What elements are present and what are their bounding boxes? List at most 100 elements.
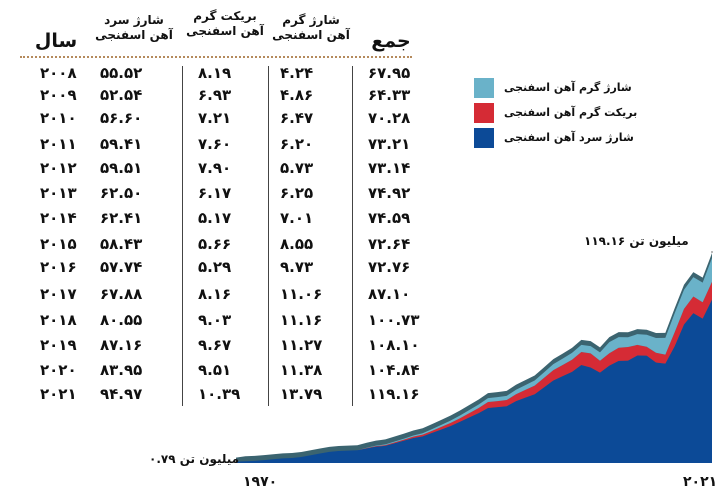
table-cell-cold: ۶۷.۸۸ [100, 285, 143, 303]
table-cell-year: ۲۰۱۸ [40, 311, 77, 329]
table-cell-briquette: ۶.۱۷ [198, 184, 232, 202]
table-cell-total: ۷۴.۵۹ [368, 209, 411, 227]
table-cell-hot: ۴.۸۶ [280, 86, 314, 104]
table-cell-cold: ۵۹.۵۱ [100, 159, 143, 177]
table-cell-briquette: ۹.۶۷ [198, 336, 232, 354]
table-cell-cold: ۸۷.۱۶ [100, 336, 143, 354]
table-cell-cold: ۶۲.۴۱ [100, 209, 143, 227]
table-cell-year: ۲۰۲۰ [40, 361, 77, 379]
table-cell-total: ۷۲.۷۶ [368, 258, 411, 276]
x-axis-start-label: ۱۹۷۰ [243, 474, 278, 490]
table-cell-total: ۱۰۰.۷۳ [368, 311, 420, 329]
legend-label-cold: شارژ سرد آهن اسفنجی [504, 131, 634, 144]
table-cell-hot: ۱۳.۷۹ [280, 385, 323, 403]
table-cell-briquette: ۱۰.۳۹ [198, 385, 241, 403]
header-divider [20, 56, 412, 58]
column-divider-3 [352, 66, 353, 406]
table-cell-total: ۱۰۸.۱۰ [368, 336, 420, 354]
table-cell-hot: ۴.۲۴ [280, 64, 314, 82]
table-cell-hot: ۹.۷۳ [280, 258, 314, 276]
table-cell-hot: ۷.۰۱ [280, 209, 314, 227]
header-briquette-line2: آهن اسفنجی [186, 24, 264, 38]
table-cell-total: ۸۷.۱۰ [368, 285, 411, 303]
start-value-annotation: ۰.۷۹ میلیون تن [149, 452, 240, 466]
table-cell-year: ۲۰۱۰ [40, 109, 77, 127]
table-cell-hot: ۱۱.۳۸ [280, 361, 323, 379]
table-cell-year: ۲۰۱۳ [40, 184, 77, 202]
column-divider-2 [268, 66, 269, 406]
table-cell-briquette: ۹.۰۳ [198, 311, 232, 329]
table-cell-total: ۷۳.۱۴ [368, 159, 411, 177]
table-cell-total: ۷۴.۹۲ [368, 184, 411, 202]
table-cell-briquette: ۷.۲۱ [198, 109, 232, 127]
table-cell-cold: ۵۷.۷۴ [100, 258, 143, 276]
legend-label-hot: شارژ گرم آهن اسفنجی [504, 81, 632, 94]
table-cell-cold: ۶۲.۵۰ [100, 184, 143, 202]
area-series-cold [236, 299, 712, 463]
table-cell-hot: ۶.۲۵ [280, 184, 314, 202]
table-cell-briquette: ۵.۲۹ [198, 258, 232, 276]
table-cell-hot: ۶.۴۷ [280, 109, 314, 127]
table-cell-year: ۲۰۱۴ [40, 209, 77, 227]
header-total: جمع [371, 30, 411, 52]
table-cell-total: ۷۰.۲۸ [368, 109, 411, 127]
table-cell-total: ۱۰۴.۸۴ [368, 361, 420, 379]
x-axis-end-label: ۲۰۲۱ [683, 474, 718, 490]
table-cell-year: ۲۰۲۱ [40, 385, 77, 403]
table-cell-year: ۲۰۰۹ [40, 86, 77, 104]
table-cell-cold: ۹۴.۹۷ [100, 385, 143, 403]
table-cell-hot: ۱۱.۱۶ [280, 311, 323, 329]
header-hot: شارژ گرم آهن اسفنجی [268, 13, 354, 43]
table-cell-cold: ۵۲.۵۴ [100, 86, 143, 104]
legend-item-briquette: بریکت گرم آهن اسفنجی [474, 103, 674, 123]
header-briquette-line1: بریکت گرم [193, 9, 257, 23]
table-cell-hot: ۱۱.۰۶ [280, 285, 323, 303]
table-cell-total: ۷۲.۶۴ [368, 235, 411, 253]
table-cell-briquette: ۵.۶۶ [198, 235, 232, 253]
header-briquette: بریکت گرم آهن اسفنجی [182, 9, 268, 39]
table-cell-briquette: ۵.۱۷ [198, 209, 232, 227]
table-cell-briquette: ۷.۹۰ [198, 159, 232, 177]
table-cell-total: ۱۱۹.۱۶ [368, 385, 420, 403]
table-cell-briquette: ۸.۱۶ [198, 285, 232, 303]
legend-item-hot: شارژ گرم آهن اسفنجی [474, 78, 674, 98]
table-cell-total: ۶۷.۹۵ [368, 64, 411, 82]
table-cell-year: ۲۰۱۹ [40, 336, 77, 354]
table-cell-briquette: ۶.۹۳ [198, 86, 232, 104]
end-value-annotation: ۱۱۹.۱۶ میلیون تن [584, 234, 689, 248]
table-cell-hot: ۱۱.۲۷ [280, 336, 323, 354]
header-cold: شارژ سرد آهن اسفنجی [92, 13, 176, 43]
table-cell-briquette: ۸.۱۹ [198, 64, 232, 82]
table-cell-cold: ۵۹.۴۱ [100, 135, 143, 153]
table-cell-briquette: ۷.۶۰ [198, 135, 232, 153]
table-cell-year: ۲۰۱۲ [40, 159, 77, 177]
header-cold-line2: آهن اسفنجی [95, 28, 173, 42]
table-cell-cold: ۵۶.۶۰ [100, 109, 143, 127]
header-hot-line2: آهن اسفنجی [272, 28, 350, 42]
table-cell-cold: ۵۸.۴۳ [100, 235, 143, 253]
table-cell-cold: ۸۰.۵۵ [100, 311, 143, 329]
legend-swatch-briquette [474, 103, 494, 123]
table-cell-year: ۲۰۱۵ [40, 235, 77, 253]
table-cell-hot: ۵.۷۳ [280, 159, 314, 177]
column-divider-1 [182, 66, 183, 406]
table-cell-cold: ۵۵.۵۲ [100, 64, 143, 82]
table-cell-cold: ۸۳.۹۵ [100, 361, 143, 379]
legend-item-cold: شارژ سرد آهن اسفنجی [474, 128, 674, 148]
table-cell-year: ۲۰۱۶ [40, 258, 77, 276]
table-cell-year: ۲۰۱۱ [40, 135, 77, 153]
table-cell-year: ۲۰۰۸ [40, 64, 77, 82]
table-cell-hot: ۶.۲۰ [280, 135, 314, 153]
header-cold-line1: شارژ سرد [104, 13, 164, 27]
table-cell-total: ۶۴.۳۳ [368, 86, 411, 104]
header-hot-line1: شارژ گرم [282, 13, 340, 27]
legend-label-briquette: بریکت گرم آهن اسفنجی [504, 106, 638, 119]
header-year: سال [34, 30, 78, 52]
legend-swatch-hot [474, 78, 494, 98]
table-cell-total: ۷۳.۲۱ [368, 135, 411, 153]
area-series-group [236, 250, 713, 463]
table-cell-year: ۲۰۱۷ [40, 285, 77, 303]
table-cell-hot: ۸.۵۵ [280, 235, 314, 253]
table-cell-briquette: ۹.۵۱ [198, 361, 232, 379]
